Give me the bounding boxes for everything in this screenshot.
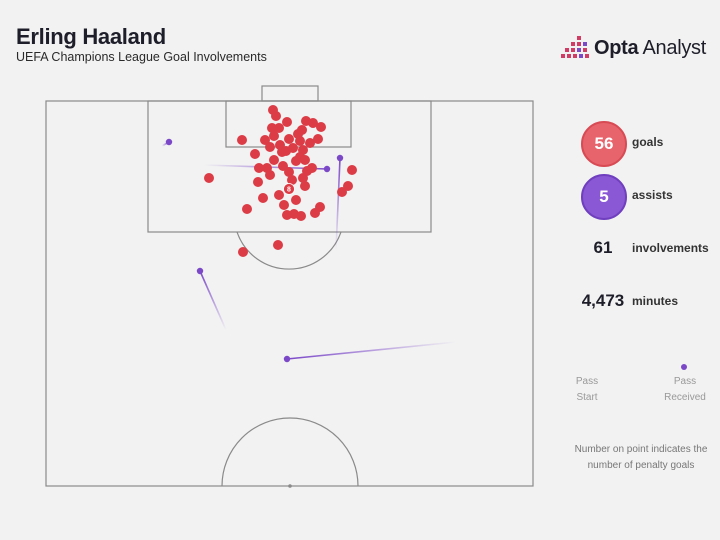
center-spot: [288, 484, 292, 488]
goal-point: [237, 135, 247, 145]
goal-point: [287, 175, 297, 185]
legend-pass-start: Pass Start: [575, 376, 599, 403]
goal-point: [204, 173, 214, 183]
goal-point: [300, 155, 310, 165]
goal-point: [267, 123, 277, 133]
goal-point: [310, 208, 320, 218]
goal-point: [284, 167, 294, 177]
assists-count-badge: 5: [581, 174, 627, 220]
goal-point: [298, 173, 308, 183]
goal-point: [347, 165, 357, 175]
assist-pass-line: [199, 270, 227, 331]
assist-received-point: [336, 154, 344, 162]
assist-received-point: [196, 267, 204, 275]
goal-point: [271, 111, 281, 121]
goals-count-badge: 56: [581, 121, 627, 167]
assist-received-point: [283, 355, 291, 363]
penalty-count-label: 8: [287, 187, 291, 194]
legend-pass-received: Pass Received: [664, 376, 706, 403]
goal-point: [269, 131, 279, 141]
minutes-label: minutes: [632, 294, 679, 308]
goals-label: goals: [632, 135, 664, 149]
goal-point: [300, 181, 310, 191]
goal-point: [288, 143, 298, 153]
penalty-note: Number on point indicates the number of …: [574, 444, 708, 471]
assist-pass-line: [286, 341, 457, 360]
assists-label: assists: [632, 188, 673, 202]
assist-received-point: [165, 138, 173, 146]
opta-logo-icon: [561, 36, 589, 58]
goal-point: [291, 156, 301, 166]
goal-point: [258, 193, 268, 203]
goal-point: [274, 190, 284, 200]
goal-point: [313, 134, 323, 144]
assist-received-point: [323, 165, 331, 173]
pitch-outline: [45, 100, 534, 487]
brand-name: Opta Analyst: [594, 37, 706, 59]
center-circle: [221, 417, 359, 487]
goal-point: [282, 117, 292, 127]
page-title: Erling Haaland: [16, 24, 166, 49]
goal-point: [298, 145, 308, 155]
involvements-label: involvements: [632, 241, 709, 255]
goal-point: [293, 129, 303, 139]
goal-point: [269, 155, 279, 165]
goal-point: [316, 122, 326, 132]
goal-point: [265, 142, 275, 152]
involvements-value: 61: [593, 238, 613, 257]
goal-point: [284, 134, 294, 144]
goal-point: [307, 163, 317, 173]
goal-point: [274, 123, 284, 133]
legend-pass-dot: [681, 364, 687, 370]
page-subtitle: UEFA Champions League Goal Involvements: [16, 50, 267, 64]
goal-point: [242, 204, 252, 214]
goal-point: [308, 118, 318, 128]
goal-point: [305, 138, 315, 148]
penalty-arc: [236, 231, 342, 270]
goal-point: [279, 200, 289, 210]
assist-pass-line: [335, 157, 341, 251]
goal-point: [254, 163, 264, 173]
goal-layer: 8: [204, 105, 357, 257]
goal-point: [260, 135, 270, 145]
goal-point: [253, 177, 263, 187]
goal-point: [238, 247, 248, 257]
goal-point: [273, 240, 283, 250]
goal-point: [291, 195, 301, 205]
penalty-goal-point: [283, 183, 295, 195]
minutes-value: 4,473: [581, 291, 625, 310]
goal-point: [265, 170, 275, 180]
goal-point: [337, 187, 347, 197]
goal-point: [296, 211, 306, 221]
goal: [261, 85, 319, 102]
goal-point: [250, 149, 260, 159]
